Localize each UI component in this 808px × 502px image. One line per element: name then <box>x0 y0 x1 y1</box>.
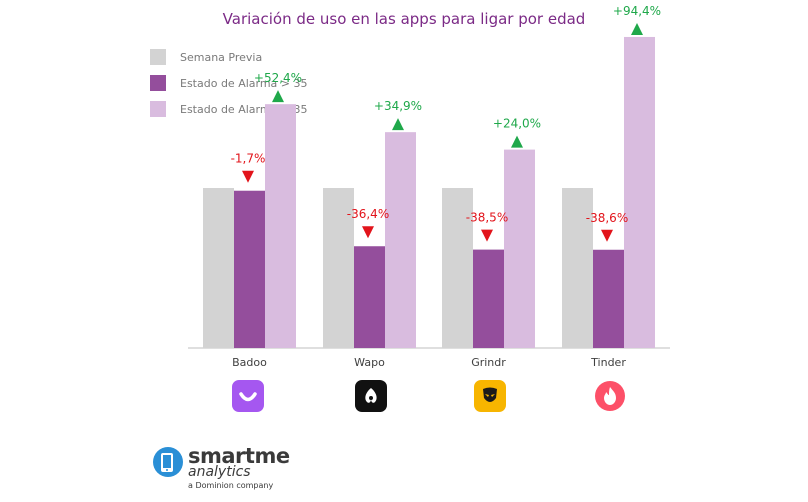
down-arrow-icon <box>242 170 254 183</box>
smartme-logo: smartme analytics a Dominion company <box>152 446 290 490</box>
bar-tinder-2 <box>624 36 655 349</box>
grindr-icon <box>474 380 506 412</box>
data-label: -38,6% <box>586 211 628 225</box>
legend-label: Semana Previa <box>180 50 263 64</box>
data-label: +34,9% <box>374 99 422 113</box>
down-arrow-icon <box>601 229 613 242</box>
data-label: +52,4% <box>254 71 302 85</box>
data-label: -1,7% <box>231 152 266 166</box>
data-label: +24,0% <box>493 117 541 131</box>
legend-label: Estado de Alarma > 35 <box>180 76 308 90</box>
x-tick-label: Tinder <box>590 356 626 369</box>
wapo-icon <box>355 380 387 412</box>
x-tick-label: Wapo <box>354 356 385 369</box>
legend-swatch <box>150 75 166 91</box>
bar-wapo-2 <box>385 132 416 348</box>
down-arrow-icon <box>481 229 493 242</box>
smartme-logo-icon <box>153 447 183 477</box>
bar-badoo-0 <box>203 188 234 348</box>
bar-grindr-1 <box>473 249 504 348</box>
up-arrow-icon <box>631 22 643 35</box>
logo-sub: analytics <box>188 464 251 480</box>
data-label: -36,4% <box>347 207 389 221</box>
bar-grindr-2 <box>504 149 535 348</box>
legend-item-semana-previa: Semana Previa <box>150 44 308 70</box>
x-tick-label: Badoo <box>232 356 267 369</box>
bar-tinder-0 <box>562 188 593 348</box>
bar-wapo-0 <box>323 188 354 348</box>
x-tick-label: Grindr <box>471 356 506 369</box>
logo-brand: smartme <box>188 444 290 468</box>
down-arrow-icon <box>362 226 374 239</box>
badoo-icon <box>232 380 264 412</box>
data-label: +94,4% <box>613 4 661 18</box>
bar-wapo-1 <box>354 246 385 348</box>
logo-tag: a Dominion company <box>188 481 274 490</box>
bar-grindr-0 <box>442 188 473 348</box>
legend-swatch <box>150 101 166 117</box>
up-arrow-icon <box>392 118 404 131</box>
chart-title: Variación de uso en las apps para ligar … <box>222 10 586 28</box>
legend-swatch <box>150 49 166 65</box>
bar-badoo-1 <box>234 190 265 348</box>
data-label: -38,5% <box>466 211 508 225</box>
bar-tinder-1 <box>593 249 624 348</box>
up-arrow-icon <box>511 135 523 148</box>
up-arrow-icon <box>272 90 284 103</box>
tinder-icon <box>594 380 626 412</box>
legend-item-alarma-mayor-35: Estado de Alarma > 35 <box>150 70 308 96</box>
bar-badoo-2 <box>265 104 296 348</box>
